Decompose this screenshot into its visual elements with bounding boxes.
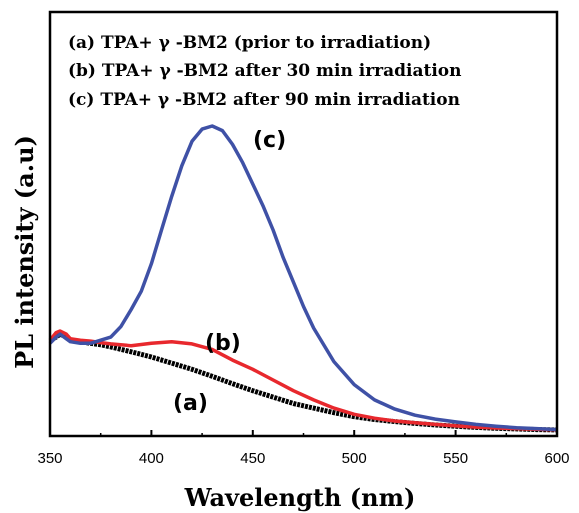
curve-label-c: (c) xyxy=(253,128,286,153)
x-axis-ticks: 350 400 450 500 550 600 xyxy=(37,430,570,467)
curve-label-b: (b) xyxy=(205,331,241,356)
x-tick-label: 450 xyxy=(240,450,265,467)
x-tick-label: 500 xyxy=(342,450,367,467)
x-tick-label: 350 xyxy=(37,450,62,467)
legend-entry-b: (b) TPA+ γ -BM2 after 30 min irradiation xyxy=(68,61,462,81)
x-axis-title: Wavelength (nm) xyxy=(184,483,416,512)
legend-entry-c: (c) TPA+ γ -BM2 after 90 min irradiation xyxy=(68,90,460,110)
x-tick-label: 600 xyxy=(544,450,569,467)
curve-label-a: (a) xyxy=(173,391,208,416)
series-layer xyxy=(48,124,558,433)
legend: (a) TPA+ γ -BM2 (prior to irradiation) (… xyxy=(68,33,462,110)
series-line-c xyxy=(48,124,558,432)
y-axis-title: PL intensity (a.u) xyxy=(10,135,39,369)
legend-entry-a: (a) TPA+ γ -BM2 (prior to irradiation) xyxy=(68,33,431,53)
x-tick-label: 550 xyxy=(443,450,468,467)
series-line-b xyxy=(48,329,558,432)
series-line-a xyxy=(48,331,558,433)
x-tick-label: 400 xyxy=(139,450,164,467)
